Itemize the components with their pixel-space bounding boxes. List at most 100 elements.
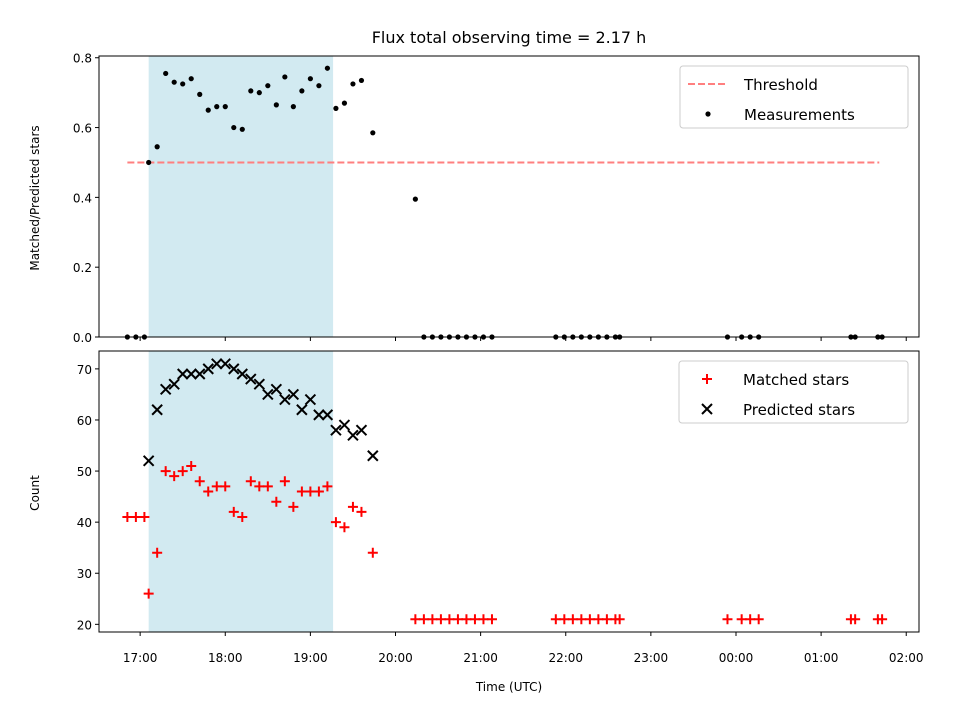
matched-star-point (271, 496, 282, 507)
predicted-star-point (367, 450, 379, 462)
predicted-star-point (321, 409, 334, 421)
matched-star-point (367, 547, 378, 558)
matched-star-point (435, 614, 446, 625)
predicted-star-point (202, 363, 214, 375)
legend-entry-label: Measurements (744, 106, 855, 124)
matched-star-point (245, 476, 256, 487)
matched-star-point (279, 476, 290, 487)
bottom-axes-frame (98, 350, 920, 633)
predicted-star-point (270, 383, 283, 396)
measurement-point (146, 159, 152, 166)
predicted-star-point (228, 363, 240, 375)
legend-entry-label: Predicted stars (743, 401, 855, 419)
matched-star-point (567, 614, 578, 625)
predicted-star-point (253, 378, 266, 390)
matched-star-point (584, 614, 595, 625)
matched-star-point (601, 614, 612, 625)
matched-star-point (143, 588, 154, 599)
measurement-point (307, 76, 313, 82)
top-y-tick-label: 0.2 (73, 261, 92, 275)
matched-star-point (130, 512, 141, 523)
predicted-star-point (219, 358, 231, 370)
predicted-star-point (142, 455, 155, 467)
bottom-legend-box (678, 360, 909, 424)
bottom-y-tick-label: 50 (77, 465, 92, 479)
predicted-star-point (151, 404, 163, 416)
matched-star-point (722, 614, 733, 625)
matched-star-point (559, 614, 570, 625)
top-shaded-region (148, 56, 334, 337)
matched-star-point (469, 614, 480, 625)
measurement-point (248, 88, 254, 94)
matched-star-point (753, 614, 764, 625)
matched-star-point (288, 501, 299, 512)
matched-star-point (427, 614, 438, 625)
matched-star-point (356, 506, 367, 517)
top-legend: Threshold Measurements (679, 65, 909, 129)
predicted-star-point (176, 368, 189, 380)
x-tick-label: 23:00 (634, 651, 669, 665)
matched-star-point (254, 481, 265, 492)
matched-star-point (347, 501, 358, 512)
x-tick-label: 22:00 (548, 651, 583, 665)
predicted-star-point (279, 393, 291, 406)
measurement-point (282, 74, 288, 80)
x-tick-label: 01:00 (804, 651, 839, 665)
matched-star-point (877, 614, 888, 625)
predicted-star-point (330, 424, 342, 436)
matched-star-point (152, 547, 163, 558)
bottom-y-tick-label: 40 (77, 516, 92, 530)
measurement-point (214, 104, 220, 110)
measurement-point (358, 77, 365, 84)
matched-star-point (444, 614, 455, 625)
matched-star-point (850, 614, 861, 625)
matched-star-point (576, 614, 587, 625)
matched-star-point (736, 614, 747, 625)
top-legend-box (679, 65, 909, 129)
predicted-star-point (236, 368, 248, 380)
matched-star-point (220, 481, 231, 492)
legend-matched-marker (702, 374, 712, 384)
predicted-star-point (338, 419, 351, 431)
matched-star-point (139, 512, 150, 523)
measurement-point (256, 90, 262, 96)
measurement-point (265, 83, 271, 89)
bottom-series-0 (122, 460, 888, 625)
measurement-point (231, 124, 237, 131)
bottom-y-tick-label: 20 (77, 618, 92, 632)
matched-star-point (745, 614, 756, 625)
matched-star-point (122, 512, 133, 523)
measurement-point (316, 83, 322, 89)
measurement-point (341, 100, 348, 106)
x-axis-label: Time (UTC) (475, 680, 542, 694)
measurement-point (290, 104, 296, 110)
predicted-star-point (168, 378, 180, 390)
x-tick-label: 00:00 (719, 651, 754, 665)
top-panel: 0.0 0.2 0.4 0.6 0.8 Threshold Measurements (73, 52, 920, 345)
top-y-axis-label: Matched/Predicted stars (28, 125, 42, 270)
top-y-tick-label: 0.4 (73, 191, 92, 205)
bottom-y-tick-label: 60 (77, 414, 92, 428)
matched-star-point (186, 460, 197, 471)
predicted-star-point (287, 388, 300, 401)
matched-star-point (194, 476, 205, 487)
bottom-y-tick-label: 70 (77, 363, 92, 377)
measurement-point (239, 126, 245, 132)
bottom-legend: Matched stars Predicted stars (678, 360, 909, 424)
predicted-star-point (245, 373, 257, 385)
x-tick-label: 17:00 (123, 651, 158, 665)
matched-star-point (614, 614, 625, 625)
matched-star-point (228, 506, 239, 517)
measurement-point (163, 70, 169, 77)
predicted-star-point (211, 358, 223, 370)
measurement-point (324, 65, 331, 71)
predicted-star-point (304, 393, 317, 406)
measurement-point (205, 107, 211, 113)
measurement-point (197, 91, 203, 97)
bottom-series-1 (142, 358, 379, 467)
measurement-point (333, 105, 339, 111)
matched-star-point (339, 522, 350, 533)
matched-star-point (211, 481, 222, 492)
matched-star-point (177, 466, 188, 477)
legend-predicted-marker (701, 403, 713, 415)
